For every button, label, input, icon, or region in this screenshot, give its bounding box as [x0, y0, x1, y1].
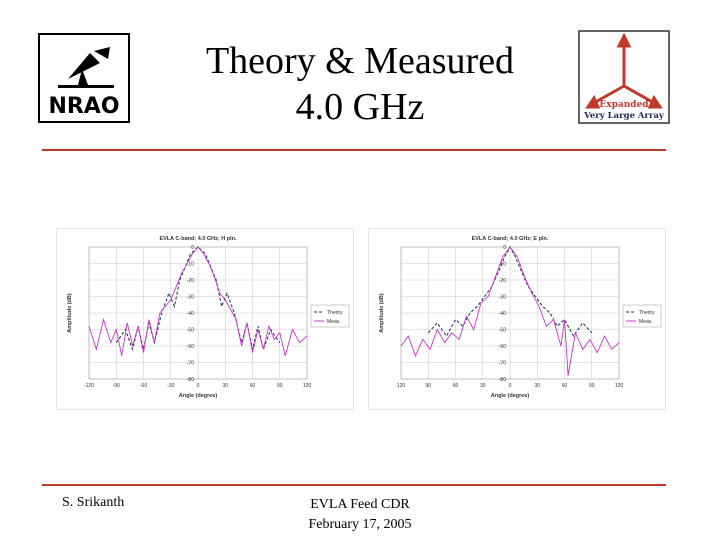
legend-label: Theory [327, 310, 343, 316]
y-tick-label: -50 [499, 328, 506, 334]
series-line-meas [88, 246, 308, 357]
y-axis-label: Amplitude (dB) [67, 293, 73, 333]
chart-h-plane: EVLA C-band; 4.0 GHz; H pln. 0 -10 -20 -30 -4… [56, 228, 354, 410]
x-tick-label: 0 [197, 383, 200, 389]
x-tick-label: 120 [615, 383, 624, 389]
nrao-logo-text: NRAO [48, 94, 119, 119]
evla-logo-line2: Very Large Array [583, 111, 665, 121]
title-line-2: 4.0 GHz [295, 86, 425, 128]
x-tick-label: 60 [250, 383, 256, 389]
chart-title: EVLA C-band; 4.0 GHz; H pln. [159, 236, 237, 242]
y-tick-label: -60 [187, 344, 194, 350]
footer-event: EVLA Feed CDR February 17, 2005 [290, 495, 430, 535]
y-tick-label: -70 [499, 361, 506, 367]
x-tick-label: 30 [222, 383, 228, 389]
x-axis-label: Angle (degree) [179, 393, 218, 399]
chart-h-plane-svg: EVLA C-band; 4.0 GHz; H pln. 0 -10 -20 -30 -4… [67, 236, 350, 399]
y-tick-label: -40 [187, 311, 194, 317]
y-tick-label: -70 [187, 361, 194, 367]
evla-logo: Expanded Very Large Array [578, 30, 670, 124]
y-tick-label: 0 [503, 245, 506, 251]
y-axis-label: Amplitude (dB) [379, 293, 385, 333]
x-tick-label: 120 [303, 383, 312, 389]
legend-label: Meas. [327, 319, 341, 325]
x-tick-label: 60 [562, 383, 568, 389]
y-tick-label: -20 [187, 278, 194, 284]
x-axis-label: Angle (degree) [491, 393, 530, 399]
y-tick-label: -10 [499, 262, 506, 268]
top-divider [42, 149, 666, 151]
y-tick-label: -10 [187, 262, 194, 268]
x-tick-label: 30 [534, 383, 540, 389]
x-tick-label: 30 [480, 383, 486, 389]
x-tick-label: -60 [140, 383, 147, 389]
x-tick-label: 90 [425, 383, 431, 389]
y-tick-label: 0 [191, 245, 194, 251]
bottom-divider [42, 484, 666, 486]
chart-title: EVLA C-band; 4.0 GHz; E pln. [472, 236, 549, 242]
x-tick-label: 90 [277, 383, 283, 389]
footer-event-name: EVLA Feed CDR [310, 497, 410, 512]
x-tick-label: 120 [397, 383, 406, 389]
chart-e-plane: EVLA C-band; 4.0 GHz; E pln. 0 -10 -20 -30 -4… [368, 228, 666, 410]
y-tick-label: -30 [499, 295, 506, 301]
y-tick-label: -20 [499, 278, 506, 284]
x-tick-label: 90 [589, 383, 595, 389]
slide-title: Theory & Measured 4.0 GHz [150, 38, 570, 130]
title-line-1: Theory & Measured [205, 40, 515, 82]
chart-e-plane-svg: EVLA C-band; 4.0 GHz; E pln. 0 -10 -20 -30 -4… [379, 236, 662, 399]
x-tick-label: -120 [84, 383, 94, 389]
y-tick-label: -80 [499, 377, 506, 383]
x-tick-label: 0 [509, 383, 512, 389]
y-tick-label: -40 [499, 311, 506, 317]
y-tick-label: -50 [187, 328, 194, 334]
y-tick-label: -60 [499, 344, 506, 350]
footer-author: S. Srikanth [62, 495, 125, 510]
x-tick-label: -90 [113, 383, 120, 389]
evla-logo-line1: Expanded [599, 100, 649, 110]
series-line-meas [400, 246, 620, 376]
footer-date: February 17, 2005 [308, 517, 412, 532]
legend-label: Theory [639, 310, 655, 316]
x-tick-label: 60 [453, 383, 459, 389]
y-tick-label: -30 [187, 295, 194, 301]
x-tick-label: -30 [167, 383, 174, 389]
y-tick-label: -80 [187, 377, 194, 383]
legend-label: Meas. [639, 319, 653, 325]
nrao-logo: NRAO [38, 33, 130, 123]
